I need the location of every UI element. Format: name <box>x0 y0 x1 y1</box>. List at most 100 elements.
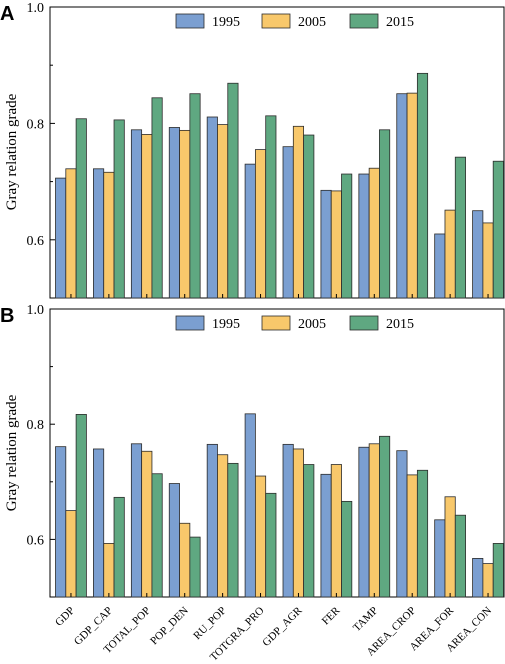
bar-1995-gdp-agr <box>282 443 294 598</box>
bar-2005-pop-den <box>179 522 191 598</box>
bar-2005-tamp <box>368 443 380 598</box>
plot-frame <box>49 6 505 299</box>
bar-2005-gdp <box>65 168 77 299</box>
y-tick-label: 0.6 <box>27 234 45 249</box>
bar-2005-gdp <box>65 510 77 598</box>
bar-2015-gdp <box>75 118 87 299</box>
bar-1995-totgra-pro <box>244 413 256 598</box>
panel-letter: A <box>0 3 14 25</box>
bar-2005-area-crop <box>406 92 418 299</box>
bar-2005-totgra-pro <box>254 475 267 598</box>
bar-2005-area-con <box>482 563 494 598</box>
plot-frame <box>49 308 505 598</box>
bar-2005-gdp-agr <box>292 125 305 299</box>
bar-2015-pop-den <box>189 93 201 299</box>
bar-1995-fer <box>320 473 332 598</box>
bar-1995-gdp <box>55 177 67 299</box>
bar-1995-fer <box>320 189 332 299</box>
bar-2015-total-pop <box>151 473 163 598</box>
y-tick-label: 1.0 <box>27 303 45 318</box>
bar-2015-gdp-cap <box>113 496 125 598</box>
bar-1995-total-pop <box>130 443 143 598</box>
bar-2005-pop-den <box>179 129 191 299</box>
x-category-label: POP_DEN <box>148 605 191 648</box>
bar-2015-totgra-pro <box>265 115 277 299</box>
bar-2005-area-for <box>444 496 456 598</box>
bar-2015-totgra-pro <box>265 492 277 598</box>
legend-label-1995: 1995 <box>212 317 240 332</box>
bar-2015-ru-pop <box>227 82 239 299</box>
bar-1995-gdp-agr <box>282 146 294 299</box>
legend-label-2015: 2015 <box>386 15 414 30</box>
y-axis-label: Gray relation grade <box>4 394 20 511</box>
bar-2015-area-for <box>454 156 466 299</box>
bar-2005-total-pop <box>141 134 153 299</box>
x-category-label: TAMP <box>351 605 380 634</box>
y-tick-label: 1.0 <box>27 1 45 16</box>
legend-swatch-2015 <box>349 13 379 29</box>
bar-2005-ru-pop <box>217 124 229 299</box>
legend-swatch-2005 <box>261 315 291 331</box>
bar-1995-gdp <box>55 446 67 598</box>
bar-1995-area-for <box>434 519 446 598</box>
bar-1995-area-crop <box>396 450 408 598</box>
bar-2005-gdp-cap <box>103 543 115 598</box>
bar-1995-gdp-cap <box>93 448 105 598</box>
y-axis-label: Gray relation grade <box>4 93 20 210</box>
y-tick-label: 0.8 <box>27 117 45 132</box>
bar-2005-area-con <box>482 222 494 299</box>
x-category-label: GDP_AGR <box>260 604 305 649</box>
bar-2015-area-crop <box>416 72 429 299</box>
bar-2005-area-for <box>444 209 456 299</box>
bar-2015-area-crop <box>416 469 429 598</box>
legend-label-2005: 2005 <box>298 15 326 30</box>
bar-2005-totgra-pro <box>254 149 267 299</box>
bar-2015-area-con <box>492 543 504 598</box>
bar-1995-area-con <box>472 558 484 598</box>
legend-swatch-2015 <box>349 315 379 331</box>
bar-1995-ru-pop <box>206 116 218 299</box>
bar-1995-gdp-cap <box>93 168 105 299</box>
bar-2005-fer <box>330 464 342 598</box>
x-category-label: GDP <box>53 605 77 629</box>
bar-2015-tamp <box>379 435 391 598</box>
bar-2015-fer <box>341 173 353 299</box>
bar-2005-total-pop <box>141 450 153 598</box>
bar-1995-area-con <box>472 210 484 299</box>
y-tick-label: 0.6 <box>27 533 45 548</box>
bar-2015-gdp-agr <box>303 134 315 299</box>
bar-2015-tamp <box>379 129 391 299</box>
bar-1995-area-crop <box>396 93 408 299</box>
bar-2015-area-con <box>492 160 504 299</box>
bar-2015-fer <box>341 500 353 598</box>
bar-2005-ru-pop <box>217 454 229 598</box>
bar-2015-pop-den <box>189 536 201 598</box>
x-category-label: RU_POP <box>191 605 228 642</box>
bar-1995-ru-pop <box>206 443 218 598</box>
legend-label-2005: 2005 <box>298 317 326 332</box>
x-category-label: FER <box>320 604 343 627</box>
chart-panel-a: A Gray relation grade 0.6 0.8 1.0 1995 2005 201… <box>0 1 505 299</box>
legend-label-2015: 2015 <box>386 317 414 332</box>
bar-2015-total-pop <box>151 97 163 299</box>
bar-1995-tamp <box>358 173 370 299</box>
panel-letter: B <box>0 305 14 327</box>
bar-1995-pop-den <box>168 127 180 299</box>
bar-1995-totgra-pro <box>244 163 256 299</box>
bar-2005-gdp-agr <box>292 448 305 598</box>
bar-2005-gdp-cap <box>103 171 115 299</box>
bar-2015-gdp-agr <box>303 464 315 598</box>
y-tick-label: 0.8 <box>27 418 45 433</box>
legend-label-1995: 1995 <box>212 15 240 30</box>
bar-2015-gdp-cap <box>113 119 125 299</box>
bar-1995-pop-den <box>168 483 180 598</box>
bar-1995-tamp <box>358 446 370 598</box>
legend-swatch-2005 <box>261 13 291 29</box>
bar-1995-area-for <box>434 233 446 299</box>
bar-2005-area-crop <box>406 474 418 598</box>
bar-2015-area-for <box>454 514 466 598</box>
bar-2005-fer <box>330 190 342 299</box>
bar-1995-total-pop <box>130 129 143 299</box>
